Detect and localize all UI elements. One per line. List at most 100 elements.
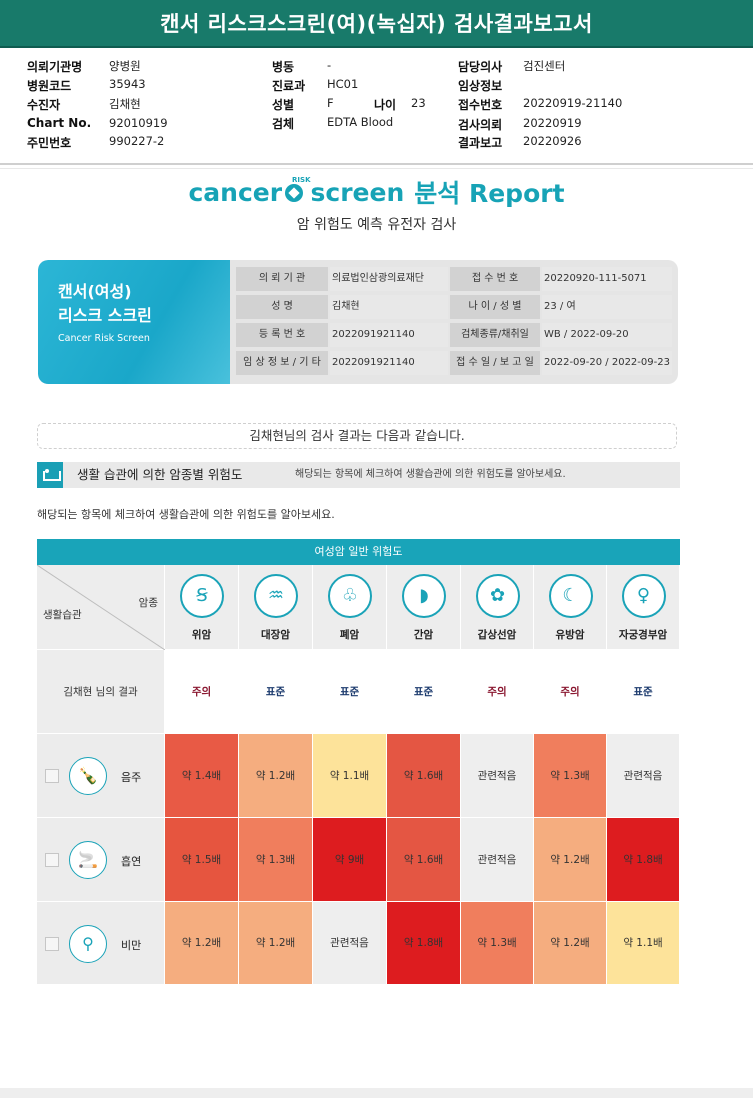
info-value: 검진센터 xyxy=(523,59,566,73)
risk-cell: 약 1.8배 xyxy=(387,902,461,985)
cancer-result: 주의 xyxy=(165,650,239,734)
info-label: 검체 xyxy=(272,117,295,131)
info-value: EDTA Blood xyxy=(327,115,394,129)
info-label: 결과보고 xyxy=(458,136,503,150)
card-value: 20220920-111-5071 xyxy=(542,267,672,291)
smoking-icon: 🚬 xyxy=(69,841,107,879)
card-title-2: 리스크 스크린 xyxy=(58,306,152,325)
info-value: 20220919-21140 xyxy=(523,96,623,110)
info-label: 검사의뢰 xyxy=(458,118,503,132)
section-title: 생활 습관에 의한 암종별 위험도 xyxy=(77,467,243,482)
risk-cell: 약 1.2배 xyxy=(534,902,607,985)
cancer-header: ♀ 자궁경부암 xyxy=(607,565,680,650)
organ-glyph: ☾ xyxy=(562,585,579,606)
title-bar: 캔서 리스크스크린(여)(녹십자) 검사결과보고서 xyxy=(0,0,753,48)
info-value: 김채현 xyxy=(109,97,141,111)
info-label: 임상정보 xyxy=(458,79,503,93)
info-value: 35943 xyxy=(109,77,146,91)
colon-icon: ♒ xyxy=(254,574,298,618)
card-value: 김채현 xyxy=(330,295,448,319)
card-value: 의료법인삼광의료재단 xyxy=(330,267,448,291)
info-label: 성별 xyxy=(272,98,295,112)
cancer-name: 유방암 xyxy=(555,629,585,641)
info-value: 양병원 xyxy=(109,59,141,73)
risk-cell: 약 1.8배 xyxy=(607,818,680,902)
organ-glyph: ♀ xyxy=(636,585,651,606)
organ-glyph: ✿ xyxy=(489,585,506,606)
card-label: 나 이 / 성 별 xyxy=(450,295,540,319)
cancer-name: 자궁경부암 xyxy=(618,629,668,641)
habit-name: 비만 xyxy=(121,938,142,952)
logo-screen: screen xyxy=(310,177,405,207)
info-value: 990227-2 xyxy=(109,134,165,148)
alcohol-icon: 🍾 xyxy=(69,757,107,795)
card-banner: 캔서(여성) 리스크 스크린 Cancer Risk Screen xyxy=(38,260,230,384)
habit-checkbox[interactable] xyxy=(45,853,59,867)
habit-row-label: ⚲ 비만 xyxy=(37,902,165,985)
card-label: 의 뢰 기 관 xyxy=(236,267,328,291)
cancer-result: 주의 xyxy=(461,650,534,734)
cancer-name: 갑상선암 xyxy=(477,629,517,641)
corner-label-habit: 생활습관 xyxy=(43,609,82,621)
card-value: 23 / 여 xyxy=(542,295,672,319)
card-value: 2022-09-20 / 2022-09-23 xyxy=(542,351,672,375)
cancer-result: 주의 xyxy=(534,650,607,734)
habit-row-label: 🍾 음주 xyxy=(37,734,165,818)
cancer-header: ◗ 간암 xyxy=(387,565,461,650)
corner-diagonal xyxy=(37,565,165,650)
cancer-name: 간암 xyxy=(413,629,434,641)
risk-cell: 약 1.2배 xyxy=(239,734,313,818)
habit-row-label: 🚬 흡연 xyxy=(37,818,165,902)
risk-cell: 약 1.5배 xyxy=(165,818,239,902)
risk-cell: 약 1.2배 xyxy=(534,818,607,902)
risk-cell: 약 9배 xyxy=(313,818,387,902)
habit-checkbox[interactable] xyxy=(45,936,59,951)
risk-cell: 약 1.1배 xyxy=(313,734,387,818)
cancer-header: ♒ 대장암 xyxy=(239,565,313,650)
card-title: 캔서(여성) xyxy=(58,282,132,301)
corner-label-cancer: 암종 xyxy=(138,597,158,609)
card-value: 2022091921140 xyxy=(330,323,448,347)
logo-mark-icon xyxy=(285,184,304,202)
info-label: 나이 xyxy=(374,98,397,112)
cancer-result: 표준 xyxy=(387,650,461,734)
risk-cell: 약 1.3배 xyxy=(461,902,534,985)
card-label: 검체종류/채취일 xyxy=(450,323,540,347)
cancer-name: 폐암 xyxy=(339,629,360,641)
card-value: WB / 2022-09-20 xyxy=(542,323,672,347)
habit-name: 흡연 xyxy=(121,855,142,868)
risk-cell: 약 1.3배 xyxy=(239,818,313,902)
info-label: 수진자 xyxy=(27,98,61,112)
info-label: Chart No. xyxy=(27,116,92,130)
result-intro: 김채현님의 검사 결과는 다음과 같습니다. xyxy=(37,423,677,449)
cancer-name: 대장암 xyxy=(261,629,290,641)
footer-bar xyxy=(0,1088,753,1098)
subtitle: 암 위험도 예측 유전자 검사 xyxy=(296,217,457,233)
info-value: 23 xyxy=(411,96,426,110)
liver-icon: ◗ xyxy=(402,574,446,618)
patient-info: 의뢰기관명 양병원 병원코드 35943 수진자 김채현 Chart No. 9… xyxy=(0,54,753,164)
risk-table: 여성암 일반 위험도 암종 생활습관 김채현 님의 결과 Ꞩ 위암 주의 ♒ 대장암 표준 ♧ 폐암… xyxy=(37,539,680,985)
info-label: 진료과 xyxy=(272,79,306,93)
card-label: 접 수 일 / 보 고 일 xyxy=(450,351,540,375)
card-value: 2022091921140 xyxy=(330,351,448,375)
divider xyxy=(0,163,753,165)
card-label: 접 수 번 호 xyxy=(450,267,540,291)
table-header: 여성암 일반 위험도 xyxy=(37,539,680,565)
info-value: 20220919 xyxy=(523,116,582,130)
description: 해당되는 항목에 체크하여 생활습관에 의한 위험도를 알아보세요. xyxy=(37,508,335,521)
risk-cell: 약 1.3배 xyxy=(534,734,607,818)
risk-cell: 약 1.2배 xyxy=(165,902,239,985)
cancer-header: ☾ 유방암 xyxy=(534,565,607,650)
risk-cell: 약 1.6배 xyxy=(387,734,461,818)
cancer-header: ✿ 갑상선암 xyxy=(461,565,534,650)
obesity-icon: ⚲ xyxy=(69,924,107,963)
organ-glyph: ♧ xyxy=(341,585,359,606)
risk-cell: 약 1.4배 xyxy=(165,734,239,818)
habit-checkbox[interactable] xyxy=(45,769,59,783)
risk-cell: 약 1.2배 xyxy=(239,902,313,985)
info-label: 주민번호 xyxy=(27,136,72,150)
cancer-screen-logo: cancer RISK screen 분석 Report xyxy=(0,174,753,210)
